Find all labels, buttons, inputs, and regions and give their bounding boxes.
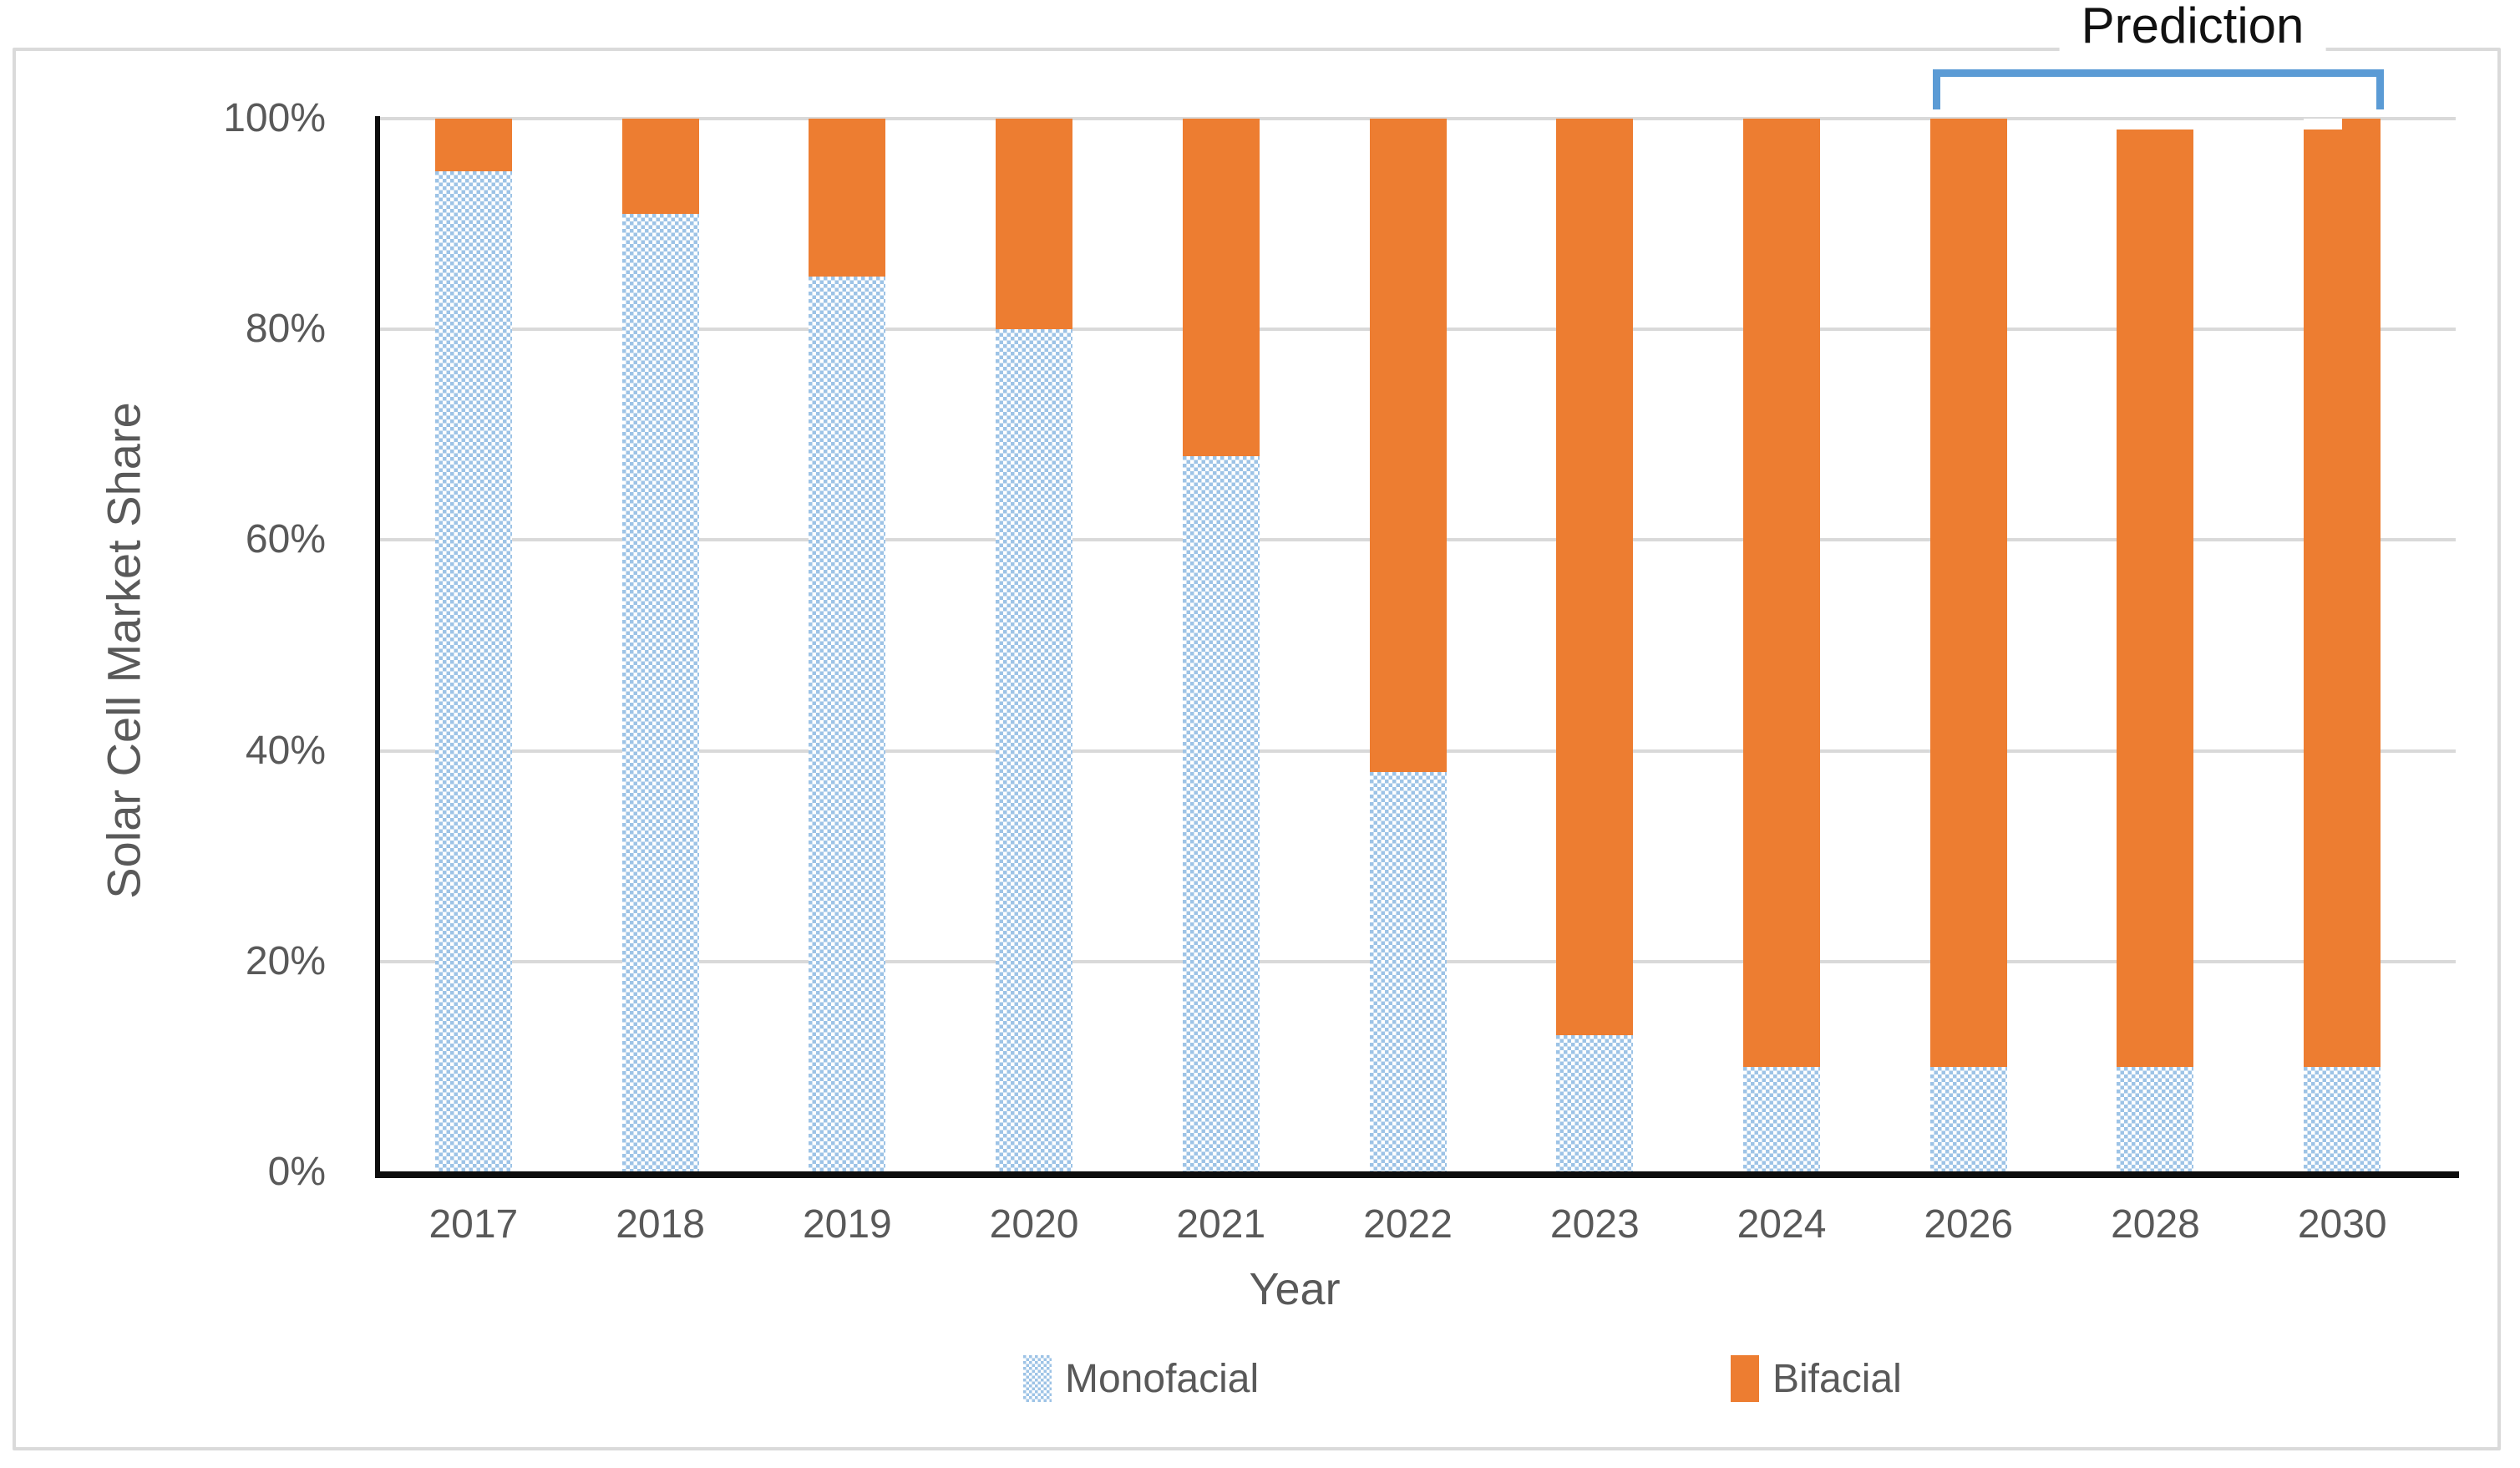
- legend-label-monofacial: Monofacial: [1065, 1356, 1260, 1401]
- bar-series-container: [380, 119, 2436, 1172]
- stacked-bar-2030: [2304, 119, 2381, 1172]
- bar-segment-bifacial-2022: [1369, 119, 1447, 772]
- bar-segment-monofacial-2030: [2304, 1066, 2381, 1172]
- stacked-bar-2020: [996, 119, 1073, 1172]
- x-tick-label-2022: 2022: [1363, 1202, 1453, 1247]
- bar-segment-monofacial-2018: [621, 213, 699, 1172]
- x-tick-label-2018: 2018: [616, 1202, 705, 1247]
- bar-segment-bifacial-2026: [1929, 119, 2007, 1067]
- y-tick-label-80: 80%: [245, 307, 326, 352]
- x-tick-label-2028: 2028: [2111, 1202, 2200, 1247]
- legend-label-bifacial: Bifacial: [1772, 1356, 1902, 1401]
- x-tick-label-2030: 2030: [2297, 1202, 2387, 1247]
- bar-slot-2017: [380, 119, 567, 1172]
- y-tick-label-100: 100%: [223, 96, 326, 140]
- stacked-bar-2026: [1929, 119, 2007, 1172]
- y-tick-label-60: 60%: [245, 517, 326, 562]
- y-tick-label-20: 20%: [245, 938, 326, 983]
- bar-slot-2030: [2249, 119, 2436, 1172]
- bar-segment-monofacial-2017: [434, 171, 512, 1172]
- prediction-bracket: [1933, 69, 2384, 109]
- bar-slot-2022: [1315, 119, 1502, 1172]
- bar-slot-2020: [941, 119, 1128, 1172]
- x-tick-label-2017: 2017: [428, 1202, 519, 1247]
- bar-segment-bifacial-2024: [1743, 119, 1820, 1067]
- bar-segment-bifacial-2023: [1556, 119, 1634, 1036]
- bar-slot-2019: [753, 119, 941, 1172]
- x-axis-title: Year: [1249, 1264, 1341, 1314]
- bar-segment-bifacial-2030: [2304, 119, 2381, 1067]
- x-tick-label-2023: 2023: [1549, 1202, 1640, 1247]
- legend: Monofacial Bifacial: [0, 1355, 2520, 1414]
- legend-item-monofacial: Monofacial: [1023, 1355, 1259, 1402]
- prediction-annotation-label: Prediction: [2059, 0, 2326, 58]
- plot-area: [375, 116, 2459, 1178]
- stacked-bar-2028: [2117, 129, 2194, 1172]
- bar-segment-monofacial-2019: [809, 277, 886, 1172]
- bar-segment-monofacial-2021: [1182, 455, 1260, 1172]
- stacked-bar-2019: [809, 119, 886, 1172]
- bar-segment-bifacial-2017: [434, 119, 512, 172]
- x-axis-line: [375, 1171, 2459, 1178]
- y-axis-title: Solar Cell Market Share: [97, 402, 150, 899]
- bar-slot-2026: [1875, 119, 2062, 1172]
- bar-segment-bifacial-2018: [621, 119, 699, 214]
- x-axis-tick-labels: 2017 2018 2019 2020 2021 2022 2023 2024 2026 2028…: [380, 1201, 2436, 1247]
- stacked-bar-2018: [621, 119, 699, 1172]
- bar-segment-monofacial-2020: [996, 329, 1073, 1172]
- bar-top-notch-2030: [2304, 119, 2343, 130]
- bar-segment-monofacial-2022: [1369, 771, 1447, 1172]
- y-tick-label-40: 40%: [245, 728, 326, 773]
- bar-segment-monofacial-2023: [1556, 1035, 1634, 1172]
- y-tick-label-0: 0%: [267, 1150, 326, 1194]
- bar-segment-monofacial-2024: [1743, 1066, 1820, 1172]
- bar-slot-2024: [1688, 119, 1875, 1172]
- x-tick-label-2020: 2020: [989, 1202, 1079, 1247]
- bar-segment-bifacial-2021: [1182, 119, 1260, 456]
- x-tick-label-2024: 2024: [1737, 1202, 1827, 1247]
- x-tick-label-2021: 2021: [1176, 1202, 1266, 1247]
- x-tick-label-2019: 2019: [802, 1202, 892, 1247]
- bar-segment-monofacial-2026: [1929, 1066, 2007, 1172]
- bar-segment-monofacial-2028: [2117, 1066, 2194, 1172]
- gridline-100: [380, 117, 2456, 120]
- x-tick-label-2026: 2026: [1924, 1202, 2014, 1247]
- stacked-bar-2022: [1369, 119, 1447, 1172]
- bar-segment-bifacial-2020: [996, 119, 1073, 330]
- bar-segment-bifacial-2019: [809, 119, 886, 277]
- bar-slot-2021: [1128, 119, 1315, 1172]
- y-axis-line: [375, 116, 380, 1176]
- bar-slot-2028: [2062, 119, 2249, 1172]
- bar-slot-2023: [1501, 119, 1688, 1172]
- legend-swatch-bifacial: [1731, 1355, 1759, 1402]
- stacked-bar-2023: [1556, 119, 1634, 1172]
- stacked-bar-2024: [1743, 119, 1820, 1172]
- bar-slot-2018: [567, 119, 754, 1172]
- legend-item-bifacial: Bifacial: [1731, 1355, 1902, 1402]
- bar-segment-bifacial-2028: [2117, 129, 2194, 1067]
- stacked-bar-2017: [434, 119, 512, 1172]
- legend-swatch-monofacial: [1023, 1355, 1052, 1402]
- stacked-bar-2021: [1182, 119, 1260, 1172]
